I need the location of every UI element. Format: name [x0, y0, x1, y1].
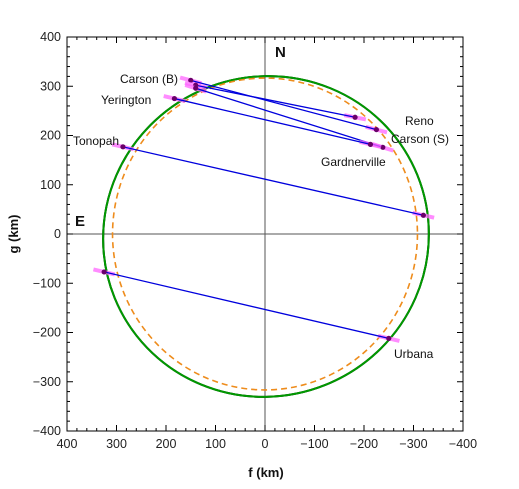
y-tick-label: 100 [40, 178, 61, 192]
limb-ellipse [102, 75, 430, 398]
chord-endpoint [380, 144, 386, 150]
y-tick-label: −100 [33, 276, 61, 290]
chord-line [195, 84, 356, 118]
limb-ellipse [102, 75, 430, 398]
north-label: N [275, 44, 286, 61]
y-tick-label: 300 [40, 79, 61, 93]
station-label: Reno [405, 114, 434, 128]
chord-endpoint [352, 114, 358, 120]
station-label: Gardnerville [321, 155, 386, 169]
y-tick-label: 0 [54, 227, 61, 241]
chord-line [122, 146, 424, 216]
x-tick-label: −400 [449, 437, 477, 451]
x-tick-label: 400 [57, 437, 78, 451]
station-label: Urbana [394, 347, 434, 361]
east-label: E [75, 213, 85, 230]
axes: Carson (B) Reno Carson (S) Yerington Tonopah… [33, 30, 477, 451]
x-tick-label: −200 [350, 437, 378, 451]
y-tick-label: 400 [40, 30, 61, 44]
y-tick-label: −300 [33, 375, 61, 389]
x-tick-label: 100 [205, 437, 226, 451]
chord-endpoint [373, 126, 379, 133]
chord-endpoint [188, 77, 194, 83]
x-tick-label: −300 [399, 437, 427, 451]
x-tick-label: 300 [106, 437, 127, 451]
y-tick-label: −200 [33, 326, 61, 340]
chord-endpoint [420, 212, 426, 218]
limb-ellipse [111, 77, 419, 391]
chord-endpoint [101, 269, 107, 275]
chord-line [195, 87, 384, 148]
x-axis-title: f (km) [248, 465, 283, 480]
x-tick-label: 200 [156, 437, 177, 451]
y-axis-title: g (km) [6, 215, 21, 254]
x-tick-label: −100 [300, 437, 328, 451]
station-label: Yerington [101, 93, 151, 107]
chord-line [103, 271, 389, 340]
y-tick-label: −400 [33, 424, 61, 438]
chord-line [190, 79, 377, 131]
chord-endpoint [386, 335, 392, 342]
x-tick-label: 0 [262, 437, 269, 451]
chord-endpoint [367, 141, 374, 147]
station-label: Tonopah [73, 134, 119, 148]
station-label: Carson (S) [391, 132, 449, 146]
chord-endpoint [193, 85, 199, 91]
y-tick-label: 200 [40, 129, 61, 143]
station-label: Carson (B) [120, 72, 178, 86]
chord-line [174, 97, 371, 145]
chord-endpoint [120, 144, 126, 150]
chord-endpoint [171, 95, 178, 102]
plot-area [67, 37, 463, 431]
